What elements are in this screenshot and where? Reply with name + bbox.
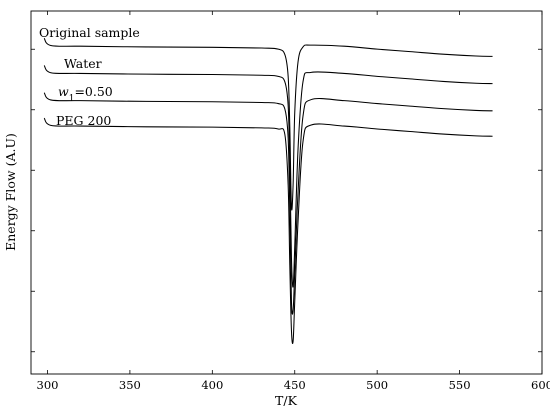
- x-tick-label-500: 500: [366, 378, 388, 392]
- x-tick-label-400: 400: [201, 378, 223, 392]
- x-tick-label-600: 600: [531, 378, 550, 392]
- x-tick-label-350: 350: [119, 378, 141, 392]
- series-label-water: Water: [64, 56, 102, 71]
- series-line-2: [43, 92, 493, 315]
- tick-group: 300 350 400 450 500 550 600: [31, 11, 550, 392]
- x-axis-title: T/K: [275, 393, 298, 408]
- series-label-w1: w1=0.50: [58, 84, 113, 104]
- series-line-3: [43, 117, 493, 344]
- series-label-original-sample: Original sample: [39, 25, 140, 40]
- plot-frame: [30, 10, 543, 375]
- series-line-0: [43, 37, 493, 211]
- y-axis-title: Energy Flow (A.U): [3, 133, 18, 251]
- x-tick-label-450: 450: [284, 378, 306, 392]
- curve-group: [43, 37, 493, 344]
- x-tick-label-550: 550: [449, 378, 471, 392]
- series-line-1: [43, 65, 493, 288]
- x-tick-label-300: 300: [37, 378, 59, 392]
- series-label-peg-200: PEG 200: [56, 113, 111, 128]
- series-label-group: Original sample Water w1=0.50 PEG 200: [39, 25, 140, 128]
